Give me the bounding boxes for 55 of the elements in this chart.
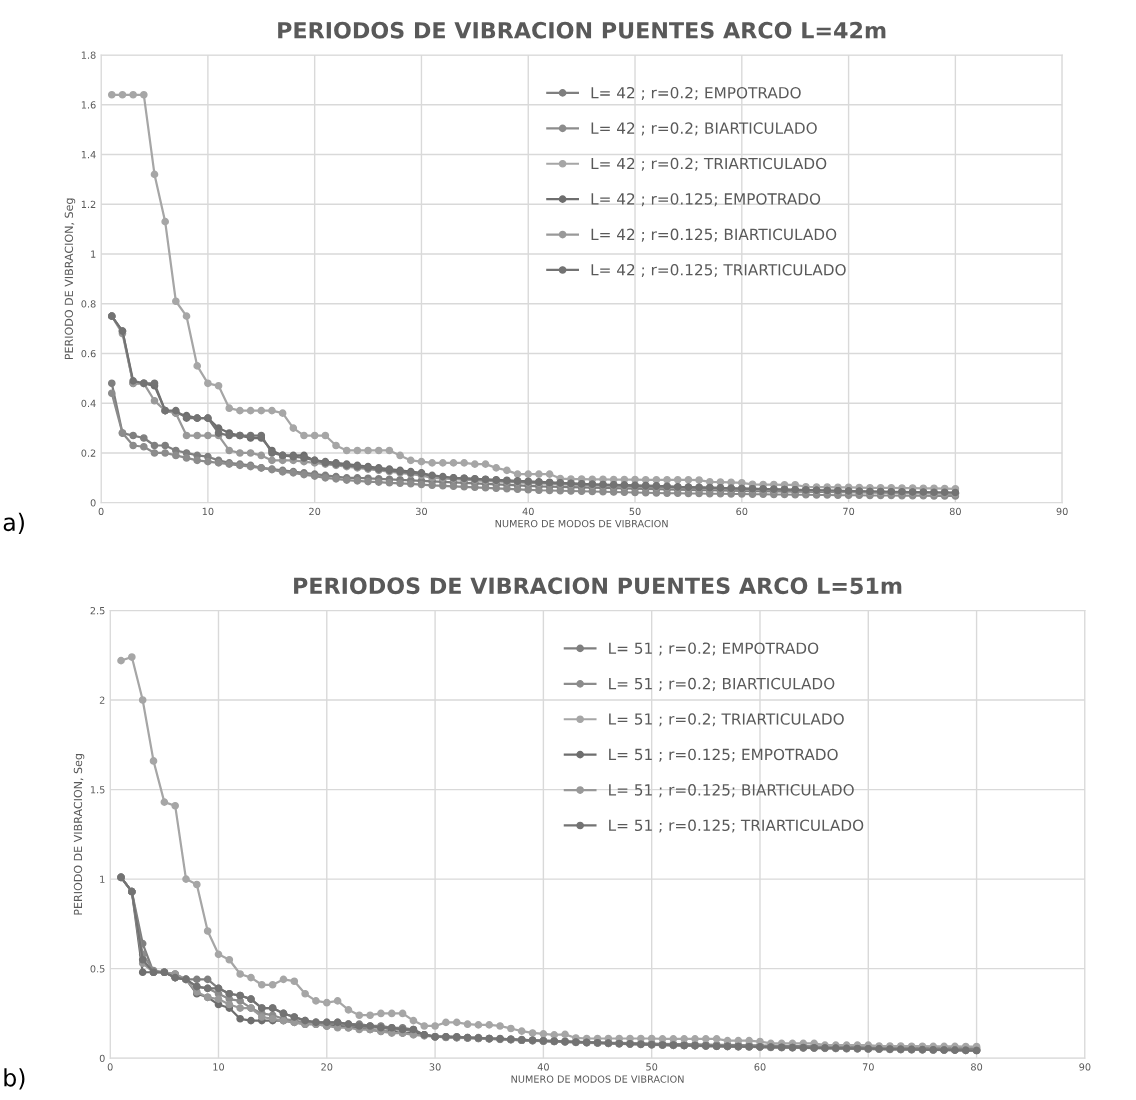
legend-label: L= 42 ; r=0.125; BIARTICULADO bbox=[591, 228, 837, 242]
y-axis-title: PERIODO DE VIBRACION, Seg bbox=[64, 198, 76, 360]
y-tick-label: 0.2 bbox=[81, 449, 96, 457]
y-tick-label: 0.4 bbox=[81, 399, 96, 408]
legend-label: L= 42 ; r=0.2; EMPOTRADO bbox=[591, 86, 801, 101]
x-tick-label: 0 bbox=[107, 1063, 113, 1071]
y-tick-label: 1 bbox=[100, 875, 105, 883]
x-tick-label: 70 bbox=[862, 1063, 874, 1071]
y-tick-label: 0 bbox=[90, 499, 96, 507]
y-tick-label: 2 bbox=[99, 696, 105, 704]
legend-label: L= 42 ; r=0.2; TRIARTICULADO bbox=[591, 157, 827, 171]
x-tick-label: 30 bbox=[416, 507, 427, 516]
y-axis-title: PERIODO DE VIBRACION, Seg bbox=[73, 754, 85, 915]
text: a) bbox=[3, 512, 24, 534]
legend-label: L= 51 ; r=0.2; BIARTICULADO bbox=[609, 677, 835, 691]
y-tick-label: 0.6 bbox=[81, 349, 96, 358]
x-tick-label: 70 bbox=[843, 507, 855, 516]
x-tick-label: 40 bbox=[537, 1063, 549, 1071]
legend-label: L= 42 ; r=0.125; EMPOTRADO bbox=[591, 193, 821, 207]
x-tick-label: 30 bbox=[429, 1063, 441, 1071]
legend-label: L= 51 ; r=0.2; EMPOTRADO bbox=[609, 642, 819, 656]
y-tick-label: 1.8 bbox=[81, 51, 96, 59]
y-tick-label: 0.5 bbox=[90, 965, 105, 973]
x-axis-title: NUMERO DE MODOS DE VIBRACION bbox=[511, 1075, 684, 1083]
legend-label: L= 51 ; r=0.2; TRIARTICULADO bbox=[609, 713, 844, 727]
x-tick-label: 60 bbox=[754, 1063, 766, 1071]
text: b) bbox=[4, 1068, 25, 1090]
legend-label: L= 42 ; r=0.125; TRIARTICULADO bbox=[591, 263, 846, 278]
y-tick-label: 1.4 bbox=[81, 151, 96, 159]
x-tick-label: 10 bbox=[202, 507, 214, 516]
x-tick-label: 80 bbox=[949, 507, 961, 516]
chart-title: PERIODOS DE VIBRACION PUENTES ARCO L=42m bbox=[278, 21, 886, 39]
x-tick-label: 40 bbox=[522, 507, 534, 516]
x-tick-label: 10 bbox=[213, 1063, 225, 1071]
legend-label: L= 51 ; r=0.125; BIARTICULADO bbox=[609, 784, 854, 798]
y-tick-label: 0 bbox=[99, 1054, 105, 1063]
y-tick-label: 1.2 bbox=[81, 200, 96, 208]
legend-label: L= 51 ; r=0.125; EMPOTRADO bbox=[609, 748, 838, 762]
x-tick-label: 60 bbox=[736, 507, 748, 516]
x-tick-label: 80 bbox=[971, 1063, 983, 1071]
y-tick-label: 1.6 bbox=[81, 101, 96, 109]
y-tick-label: 0.8 bbox=[81, 300, 96, 308]
chart-title: PERIODOS DE VIBRACION PUENTES ARCO L=51m bbox=[294, 577, 902, 595]
y-tick-label: 1 bbox=[91, 250, 96, 258]
y-tick-label: 2.5 bbox=[90, 606, 105, 615]
x-tick-label: 20 bbox=[309, 507, 321, 516]
x-tick-label: 90 bbox=[1079, 1063, 1091, 1071]
legend-label: L= 51 ; r=0.125; TRIARTICULADO bbox=[609, 819, 864, 833]
x-tick-label: 50 bbox=[629, 507, 641, 516]
x-tick-label: 50 bbox=[646, 1063, 658, 1071]
legend-label: L= 42 ; r=0.2; BIARTICULADO bbox=[591, 122, 817, 136]
x-tick-label: 20 bbox=[321, 1063, 333, 1071]
x-tick-label: 90 bbox=[1056, 507, 1068, 516]
y-tick-label: 1.5 bbox=[90, 786, 105, 794]
x-axis-title: NUMERO DE MODOS DE VIBRACION bbox=[495, 519, 668, 528]
